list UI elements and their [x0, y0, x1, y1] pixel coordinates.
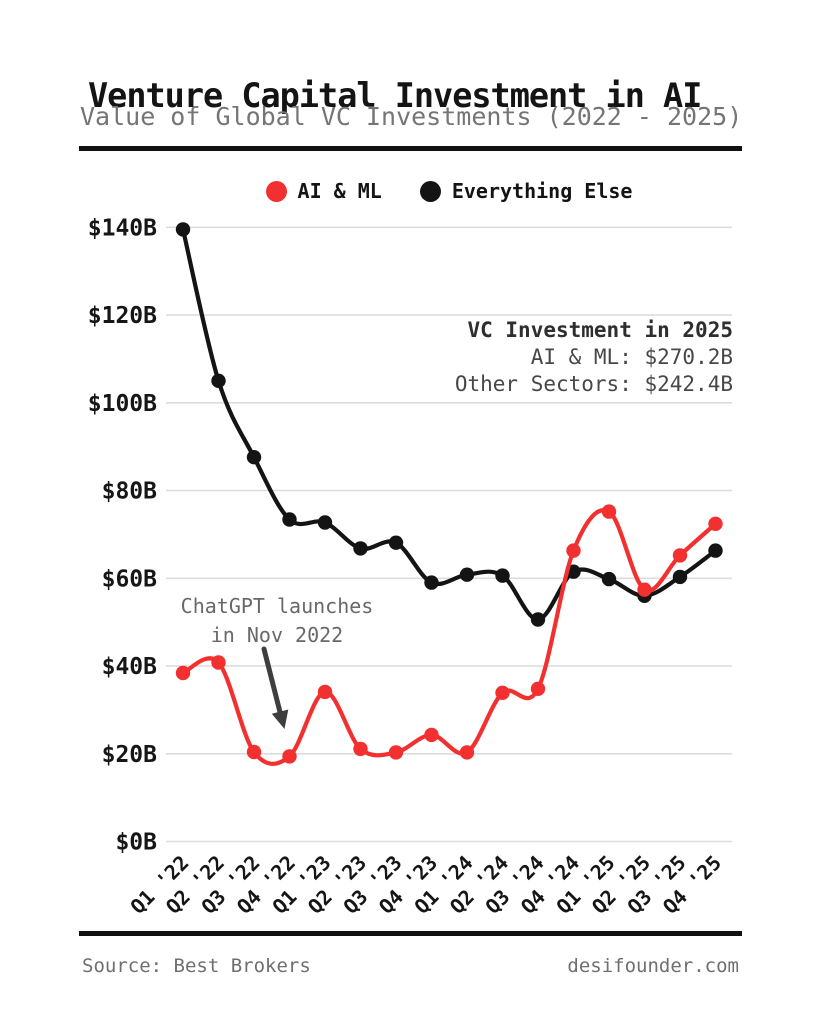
data-point-everything-else: [424, 575, 439, 590]
data-point-ai-ml: [566, 543, 581, 558]
data-point-ai-ml: [495, 685, 510, 700]
data-point-everything-else: [246, 450, 262, 465]
y-tick-label: $60B: [102, 566, 158, 592]
series-line-everything-else: [180, 227, 718, 622]
info-box-ai-ml-total: AI & ML: $270.2B: [530, 345, 733, 369]
data-point-everything-else: [353, 541, 368, 556]
data-point-ai-ml: [424, 727, 439, 743]
legend-item-ai-ml: AI & ML: [265, 179, 382, 203]
chart-legend: AI & ML Everything Else: [166, 179, 732, 203]
page-title: Venture Capital Investment in AI: [88, 76, 702, 116]
data-point-ai-ml: [672, 548, 688, 563]
legend-marker-everything-else-icon: [419, 180, 441, 202]
data-point-everything-else: [388, 535, 404, 550]
data-point-ai-ml: [353, 741, 368, 757]
event-arrow-head-icon: [271, 709, 289, 729]
data-point-ai-ml: [282, 749, 297, 764]
data-point-ai-ml: [459, 745, 475, 760]
data-point-everything-else: [601, 571, 617, 587]
data-point-ai-ml: [175, 665, 191, 681]
legend-marker-ai-ml-icon: [265, 180, 287, 202]
footer-divider: [79, 931, 742, 936]
chatgpt-annotation: ChatGPT launches in Nov 2022: [181, 592, 374, 650]
data-point-ai-ml: [708, 516, 723, 531]
data-point-ai-ml: [601, 504, 617, 519]
data-point-ai-ml: [388, 745, 404, 760]
legend-label-everything-else: Everything Else: [451, 179, 633, 203]
chatgpt-annotation-line2: in Nov 2022: [210, 623, 344, 647]
y-tick-label: $20B: [102, 742, 158, 768]
legend-item-everything-else: Everything Else: [419, 179, 633, 203]
y-tick-label: $100B: [88, 391, 157, 417]
legend-label-ai-ml: AI & ML: [297, 179, 382, 203]
y-tick-label: $80B: [102, 479, 158, 505]
data-point-ai-ml: [530, 681, 546, 696]
page-subtitle: Value of Global VC Investments (2022 - 2…: [80, 102, 743, 131]
data-point-everything-else: [317, 515, 333, 530]
data-point-ai-ml: [317, 684, 333, 700]
info-box-title: VC Investment in 2025: [467, 318, 733, 342]
y-tick-label: $40B: [102, 654, 158, 680]
header-divider: [79, 146, 742, 151]
data-point-everything-else: [175, 222, 191, 237]
y-tick-label: $120B: [88, 303, 157, 329]
data-point-everything-else: [211, 373, 226, 388]
data-point-everything-else: [672, 569, 688, 585]
info-box-other-total: Other Sectors: $242.4B: [454, 372, 733, 396]
info-box-2025-totals: VC Investment in 2025 AI & ML: $270.2B O…: [455, 317, 733, 398]
y-tick-label: $0B: [115, 830, 157, 856]
data-point-everything-else: [282, 512, 297, 527]
data-point-everything-else: [495, 568, 510, 583]
data-point-everything-else: [530, 612, 546, 627]
event-arrow-shaft: [261, 646, 283, 715]
website-credit: desifounder.com: [567, 955, 739, 977]
data-point-everything-else: [708, 543, 723, 558]
data-point-ai-ml: [637, 582, 652, 597]
data-point-ai-ml: [211, 655, 226, 670]
y-tick-label: $140B: [88, 215, 157, 241]
chatgpt-annotation-line1: ChatGPT launches: [180, 594, 374, 618]
data-point-ai-ml: [246, 744, 262, 760]
source-credit: Source: Best Brokers: [82, 955, 311, 977]
data-point-everything-else: [459, 567, 475, 582]
